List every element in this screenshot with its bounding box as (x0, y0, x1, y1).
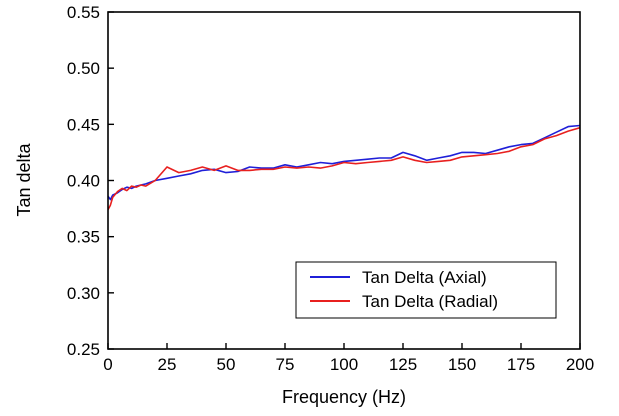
y-axis-ticks: 0.25 0.30 0.35 0.40 0.45 0.50 0.55 (67, 3, 114, 359)
x-axis-label: Frequency (Hz) (282, 387, 406, 407)
x-tick-label: 150 (448, 355, 476, 374)
legend-label-axial: Tan Delta (Axial) (362, 268, 487, 287)
x-tick-label: 50 (217, 355, 236, 374)
y-axis-label: Tan delta (14, 142, 34, 216)
x-tick-label: 200 (566, 355, 594, 374)
y-tick-label: 0.25 (67, 340, 100, 359)
y-tick-label: 0.40 (67, 172, 100, 191)
series-line-radial (107, 126, 581, 211)
legend-label-radial: Tan Delta (Radial) (362, 292, 498, 311)
x-tick-label: 0 (103, 355, 112, 374)
x-tick-label: 100 (330, 355, 358, 374)
x-tick-label: 125 (389, 355, 417, 374)
y-tick-label: 0.30 (67, 284, 100, 303)
x-tick-label: 25 (158, 355, 177, 374)
x-tick-label: 75 (276, 355, 295, 374)
y-tick-label: 0.35 (67, 228, 100, 247)
x-tick-label: 175 (507, 355, 535, 374)
plot-frame (107, 11, 581, 350)
series-layer (107, 124, 581, 211)
legend: Tan Delta (Axial) Tan Delta (Radial) (295, 261, 557, 319)
y-tick-label: 0.50 (67, 59, 100, 78)
y-tick-label: 0.45 (67, 115, 100, 134)
legend-box (295, 261, 557, 319)
y-tick-label: 0.55 (67, 3, 100, 22)
x-axis-ticks: 0 25 50 75 100 125 150 175 200 (103, 343, 594, 374)
